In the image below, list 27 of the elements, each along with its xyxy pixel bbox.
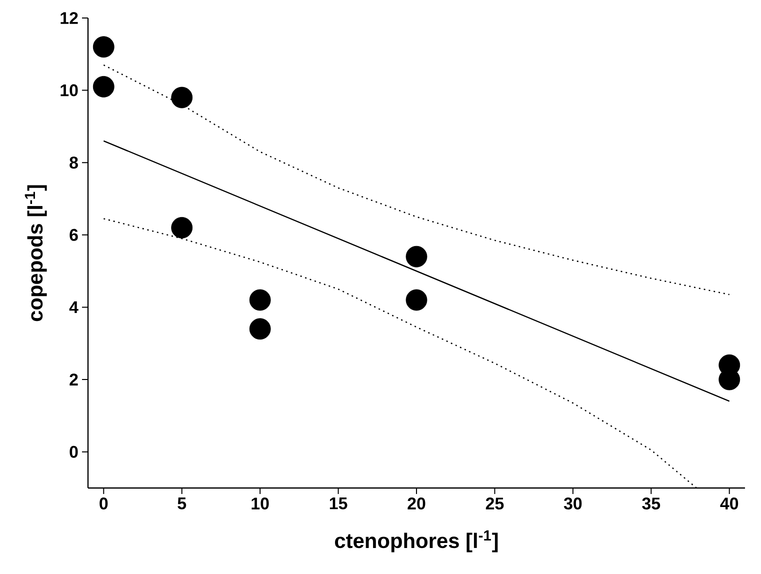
point: [92, 76, 114, 98]
y-axis-title: copepods [l$^{-1}$]: [24, 185, 47, 322]
y-tick-label: 6: [70, 228, 78, 241]
x-tick-label: 5: [178, 498, 186, 510]
point: [249, 289, 271, 311]
x-tick-label: 0: [100, 498, 108, 510]
x-tick-label: 35: [642, 498, 660, 510]
point: [249, 318, 271, 340]
point: [92, 36, 114, 58]
x-axis-title: ctenophores [l$^{-1}$]: [335, 530, 498, 552]
x-tick-label: 10: [252, 498, 269, 510]
x-tick-label: 20: [408, 498, 426, 510]
y-tick-label: 10: [60, 84, 78, 96]
y-tick-label: 2: [70, 374, 78, 386]
x-tick-label: 30: [564, 498, 582, 510]
point: [171, 216, 193, 238]
point: [171, 86, 193, 108]
y-tick-label: 8: [70, 156, 78, 169]
y-tick-label: 4: [69, 301, 78, 314]
x-tick-label: 25: [486, 498, 504, 510]
point: [406, 246, 428, 268]
line-series: [103, 64, 730, 296]
point: [406, 289, 428, 311]
x-tick-label: 15: [330, 498, 348, 510]
y-tick-label: 0: [70, 446, 78, 458]
x-tick-label: 40: [720, 498, 738, 510]
y-tick-label: 12: [60, 12, 78, 24]
